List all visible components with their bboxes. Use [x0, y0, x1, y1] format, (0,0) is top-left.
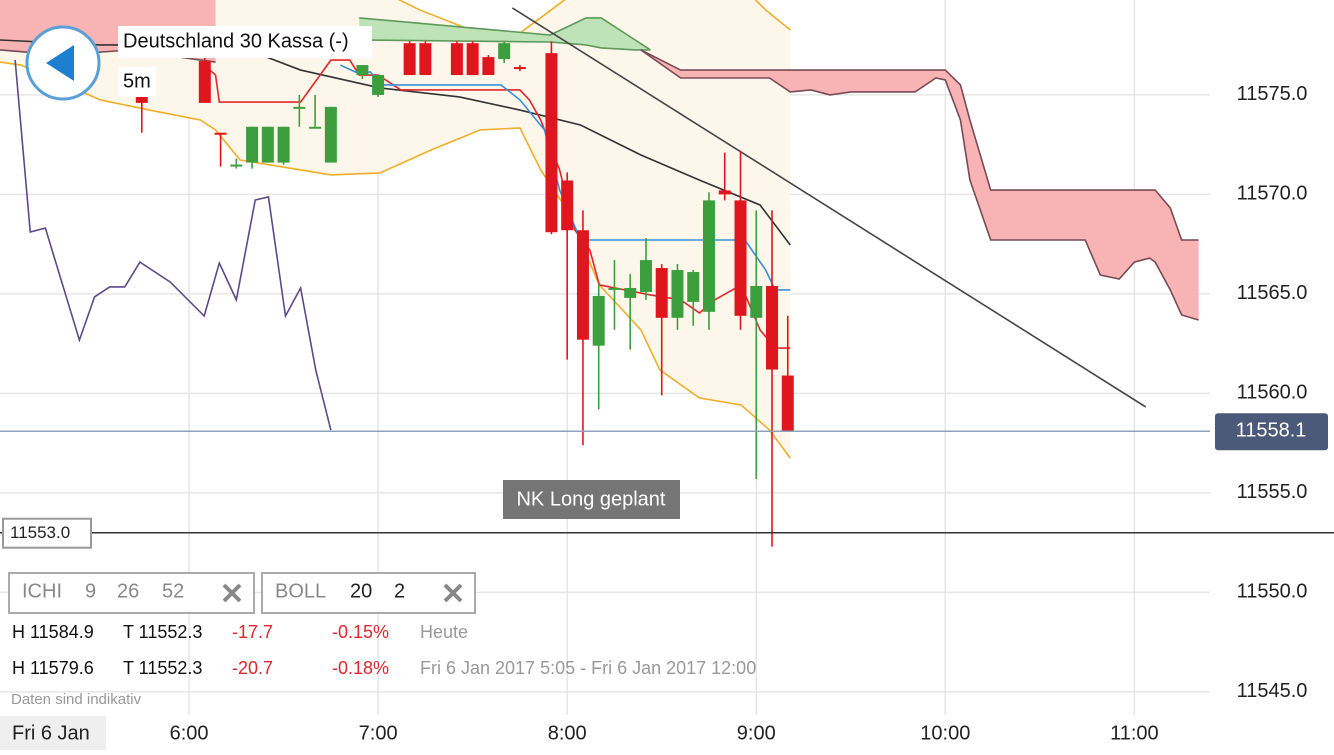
title-box	[118, 26, 372, 58]
indicator-line	[511, 7, 1147, 408]
stat-change: -17.7	[232, 622, 273, 642]
annotation-box	[503, 480, 680, 519]
candle-body	[214, 132, 227, 135]
indicator-param: 9	[85, 580, 96, 602]
area-upper-edge	[359, 17, 651, 51]
x-tick-label: 7:00	[359, 722, 398, 744]
candle-body	[765, 285, 778, 370]
candle-body	[781, 375, 794, 432]
stat-low: T 11552.3	[123, 622, 202, 642]
candle-body	[419, 43, 432, 76]
candle-body	[545, 53, 558, 233]
last-price-label: 11558.1	[1236, 420, 1307, 442]
x-tick-label: 9:00	[737, 722, 776, 744]
area-fill	[0, 0, 791, 459]
y-tick-label: 11575.0	[1237, 83, 1308, 105]
candle-body	[513, 67, 526, 70]
stat-percent: -0.15%	[332, 622, 389, 642]
y-tick-label: 11560.0	[1237, 382, 1308, 404]
candle-body	[671, 270, 684, 318]
stat-high: H 11579.6	[12, 658, 94, 678]
instrument-title: Deutschland 30 Kassa (-)	[123, 30, 349, 52]
area-fill	[640, 49, 1199, 320]
stat-change: -20.7	[232, 658, 273, 678]
y-tick-label: 11545.0	[1237, 680, 1308, 702]
candle-body	[482, 57, 495, 76]
candle-body	[293, 106, 306, 109]
candle-body	[592, 295, 605, 346]
candle-body	[655, 268, 668, 318]
last-price-box	[1215, 413, 1328, 451]
candle-body	[230, 164, 243, 167]
area-lower-edge	[359, 39, 651, 51]
y-tick-label: 11565.0	[1237, 282, 1308, 304]
indicator-name: ICHI	[22, 580, 62, 602]
indicator-name: BOLL	[275, 580, 326, 602]
candle-body	[576, 230, 589, 340]
stat-percent: -0.18%	[332, 658, 389, 678]
marker-box	[2, 517, 92, 549]
interval-box	[118, 67, 156, 97]
area-upper-edge	[640, 49, 1199, 241]
candle-body	[324, 106, 337, 163]
candle-body	[135, 94, 148, 103]
marker-label: 11553.0	[10, 523, 70, 542]
candle-body	[734, 200, 747, 316]
indicator-param: 2	[394, 580, 405, 602]
y-tick-label: 11570.0	[1237, 183, 1308, 205]
interval: 5m	[123, 70, 151, 92]
overlay: NK Long geplant Deutschland 30 Kassa (-)…	[8, 25, 756, 708]
y-tick-label: 11550.0	[1237, 581, 1308, 603]
x-tick-label: 6:00	[170, 722, 209, 744]
stat-period: Heute	[420, 622, 468, 642]
candle-body	[718, 190, 731, 195]
candle-body	[466, 43, 479, 76]
footnote: Daten sind indikativ	[11, 691, 142, 708]
remove-indicator[interactable]	[443, 583, 463, 603]
back-arrow[interactable]	[46, 45, 74, 81]
indicator-line	[339, 64, 791, 291]
candle-body	[498, 43, 511, 60]
indicator-box[interactable]	[261, 572, 476, 614]
date-label-box	[0, 716, 106, 750]
candle-body	[277, 126, 290, 163]
area-fill	[359, 17, 651, 50]
indicator-param: 20	[350, 580, 372, 602]
indicator-line	[14, 60, 332, 431]
candle-body	[356, 65, 369, 76]
candle-body	[450, 43, 463, 76]
candle-body	[372, 75, 385, 95]
stat-period: Fri 6 Jan 2017 5:05 - Fri 6 Jan 2017 12:…	[420, 658, 756, 678]
annotation: NK Long geplant	[516, 488, 665, 510]
x-tick-label: 10:00	[920, 722, 970, 744]
date-label: Fri 6 Jan	[12, 722, 90, 744]
candle-body	[198, 61, 211, 103]
candle-body	[750, 285, 763, 318]
candle-body	[687, 272, 700, 302]
indicator-param: 52	[162, 580, 184, 602]
area-lower-edge	[0, 61, 791, 459]
candle-body	[608, 287, 621, 290]
indicator-box[interactable]	[8, 572, 255, 614]
candle-body	[246, 126, 259, 163]
x-tick-label: 8:00	[548, 722, 587, 744]
stat-high: H 11584.9	[12, 622, 94, 642]
y-tick-label: 11555.0	[1237, 481, 1308, 503]
area-lower-edge	[640, 49, 1199, 321]
candle-body	[561, 180, 574, 231]
candle-body	[261, 126, 274, 163]
axes: 11545.0 11550.0 11555.0 11560.0 11565.0 11570…	[0, 83, 1334, 750]
indicator-param: 26	[117, 580, 139, 602]
candle-body	[639, 260, 652, 292]
candle-body	[702, 200, 715, 312]
back-button[interactable]	[25, 25, 101, 101]
stat-low: T 11552.3	[123, 658, 202, 678]
candle-body	[403, 43, 416, 76]
candle-body	[624, 287, 637, 298]
x-tick-label: 11:00	[1110, 722, 1159, 744]
candle-body	[309, 126, 322, 129]
remove-indicator[interactable]	[222, 583, 242, 603]
